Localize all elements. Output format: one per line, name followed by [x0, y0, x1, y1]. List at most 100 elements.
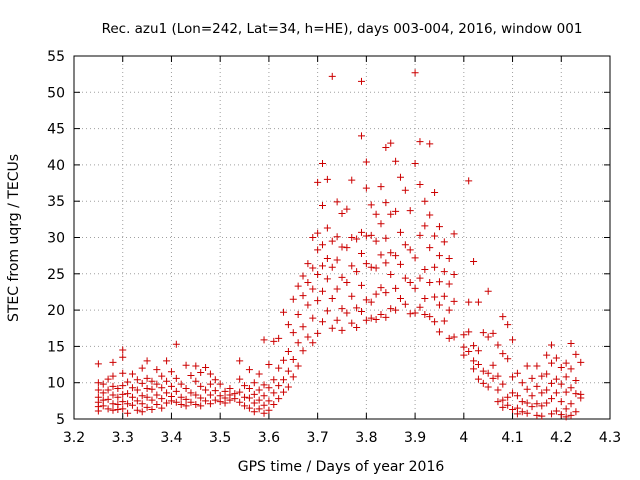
- data-point: [328, 237, 336, 245]
- data-point: [567, 339, 575, 347]
- data-point: [528, 392, 536, 400]
- data-point: [119, 405, 127, 413]
- data-point: [109, 406, 117, 414]
- data-point: [426, 211, 434, 219]
- data-point: [421, 222, 429, 230]
- data-point: [372, 210, 380, 218]
- data-point: [557, 380, 565, 388]
- data-point: [294, 362, 302, 370]
- data-point: [528, 403, 536, 411]
- data-point: [245, 394, 253, 402]
- data-point: [357, 308, 365, 316]
- data-point: [167, 382, 175, 390]
- y-axis-label: STEC from uqrg / TECUs: [6, 154, 22, 322]
- data-point: [158, 372, 166, 380]
- data-point: [440, 292, 448, 300]
- data-point: [124, 409, 132, 417]
- data-point: [362, 232, 370, 240]
- data-point: [133, 397, 141, 405]
- data-point: [319, 159, 327, 167]
- data-point: [562, 405, 570, 413]
- x-tick-label: 3.5: [209, 430, 231, 446]
- data-point: [338, 210, 346, 218]
- data-point: [167, 368, 175, 376]
- data-point: [567, 365, 575, 373]
- data-point: [153, 400, 161, 408]
- data-point: [499, 380, 507, 388]
- data-point: [504, 401, 512, 409]
- data-point: [343, 244, 351, 252]
- data-point: [357, 249, 365, 257]
- data-point: [470, 365, 478, 373]
- data-point: [362, 184, 370, 192]
- data-point: [114, 406, 122, 414]
- y-tick-label: 30: [47, 231, 65, 247]
- data-point: [265, 397, 273, 405]
- data-point: [202, 397, 210, 405]
- data-point: [158, 384, 166, 392]
- data-point: [543, 399, 551, 407]
- plot-frame: [73, 55, 611, 420]
- data-point: [338, 326, 346, 334]
- data-point: [431, 293, 439, 301]
- data-point: [294, 310, 302, 318]
- data-point: [382, 234, 390, 242]
- data-point: [153, 366, 161, 374]
- data-point: [348, 292, 356, 300]
- axis-layer: 3.2 3.3 3.4 3.5 3.6 3.7 3.8 3.9 4 4.1 4.2 4.3 5 10 15 2…: [47, 49, 621, 446]
- data-point: [241, 382, 249, 390]
- data-point: [411, 284, 419, 292]
- data-point: [421, 310, 429, 318]
- data-point: [577, 394, 585, 402]
- data-point: [119, 382, 127, 390]
- data-point: [270, 376, 278, 384]
- data-point: [552, 389, 560, 397]
- data-point: [323, 307, 331, 315]
- data-point: [504, 321, 512, 329]
- data-point: [572, 350, 580, 358]
- data-point: [484, 333, 492, 341]
- data-point: [494, 398, 502, 406]
- data-point: [557, 363, 565, 371]
- data-point: [479, 379, 487, 387]
- data-point: [104, 395, 112, 403]
- data-point: [289, 329, 297, 337]
- data-point: [406, 310, 414, 318]
- data-point: [167, 397, 175, 405]
- data-point: [231, 395, 239, 403]
- data-point: [309, 234, 317, 241]
- data-point: [206, 380, 214, 388]
- data-point: [294, 339, 302, 347]
- data-point: [401, 241, 409, 249]
- data-point: [221, 387, 229, 395]
- data-point: [450, 333, 458, 341]
- data-point: [343, 279, 351, 287]
- data-point: [562, 359, 570, 367]
- data-point: [133, 406, 141, 414]
- data-point: [255, 396, 263, 404]
- data-point: [260, 401, 268, 409]
- data-point: [338, 305, 346, 313]
- data-point: [538, 402, 546, 410]
- data-point: [548, 410, 556, 418]
- data-point: [445, 306, 453, 314]
- data-point: [294, 282, 302, 290]
- data-point: [284, 383, 292, 391]
- data-point: [284, 347, 292, 355]
- data-point: [197, 402, 205, 410]
- data-point: [367, 314, 375, 322]
- data-point: [255, 386, 263, 394]
- data-point: [265, 361, 273, 369]
- data-point: [528, 374, 536, 382]
- data-point: [197, 369, 205, 377]
- data-point: [309, 339, 317, 347]
- data-point: [387, 305, 395, 313]
- data-point: [314, 297, 322, 305]
- data-point: [304, 333, 312, 341]
- data-point: [474, 375, 482, 383]
- x-tick-label: 3.8: [355, 430, 377, 446]
- data-point: [314, 229, 322, 237]
- data-point: [275, 364, 283, 372]
- y-tick-label: 40: [47, 158, 65, 174]
